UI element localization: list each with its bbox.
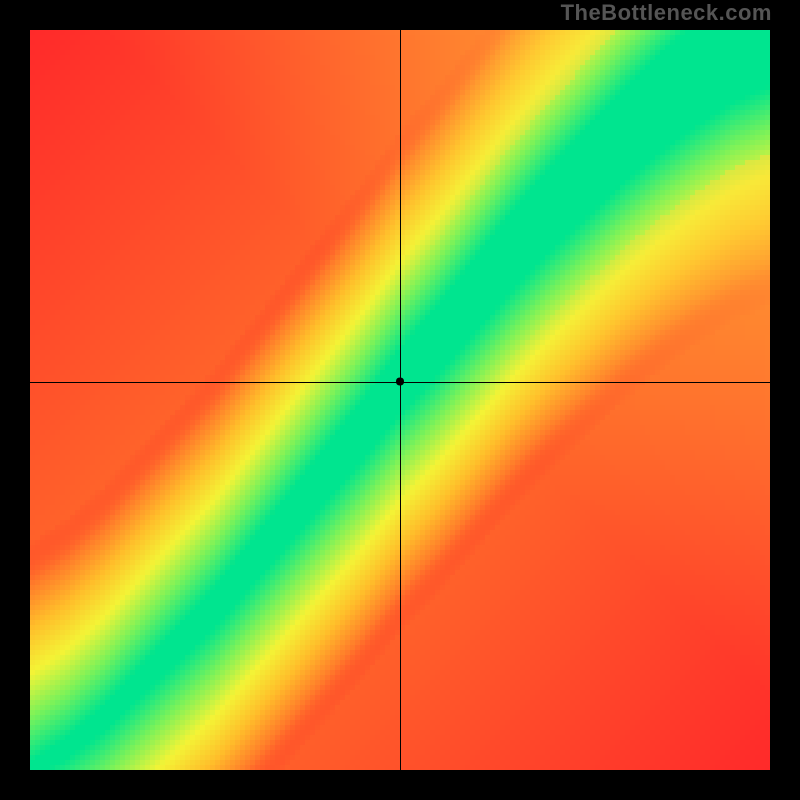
root: TheBottleneck.com (0, 0, 800, 800)
watermark-text: TheBottleneck.com (561, 0, 772, 26)
heatmap-plot (30, 30, 770, 770)
heatmap-canvas (30, 30, 770, 770)
